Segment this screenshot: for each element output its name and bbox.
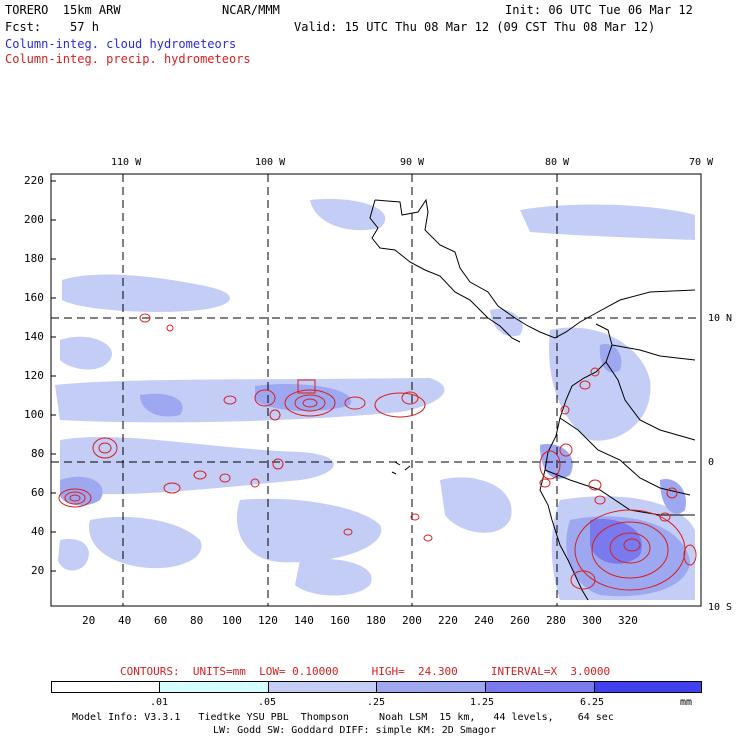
colorbar-bin <box>485 681 595 693</box>
valid-time: Valid: 15 UTC Thu 08 Mar 12 (09 CST Thu … <box>294 20 656 34</box>
lon-label: 110 W <box>111 157 142 168</box>
coastlines <box>369 198 696 601</box>
x-tick: 140 <box>294 614 314 627</box>
y-tick: 200 <box>24 213 44 226</box>
precip-contours <box>58 313 697 591</box>
colorbar-label: .25 <box>367 697 386 708</box>
lon-label: 100 W <box>255 157 286 168</box>
model-title: TORERO 15km ARW <box>5 3 121 17</box>
x-tick: 100 <box>222 614 242 627</box>
y-tick: 40 <box>31 525 45 538</box>
colorbar-units: mm <box>680 697 693 708</box>
y-tick: 60 <box>31 486 45 499</box>
y-tick: 160 <box>24 291 44 304</box>
lon-label: 90 W <box>400 157 425 168</box>
init-time: Init: 06 UTC Tue 06 Mar 12 <box>505 3 693 17</box>
colorbar-label: 1.25 <box>470 697 495 708</box>
lon-label: 80 W <box>545 157 570 168</box>
colorbar-bin <box>159 681 269 693</box>
y-tick: 120 <box>24 369 44 382</box>
x-tick: 200 <box>402 614 422 627</box>
y-tick: 220 <box>24 174 44 187</box>
x-tick: 320 <box>618 614 638 627</box>
x-tick: 60 <box>154 614 168 627</box>
y-tick: 20 <box>31 564 45 577</box>
lat-label: 10 N <box>708 313 733 324</box>
colorbar-bin <box>594 681 702 693</box>
colorbar-label: .01 <box>150 697 169 708</box>
x-tick: 280 <box>546 614 566 627</box>
model-info-physics: LW: Godd SW: Goddard DIFF: simple KM: 2D… <box>213 725 496 736</box>
contour-info: CONTOURS: UNITS=mm LOW= 0.10000 HIGH= 24… <box>120 665 611 678</box>
org-label: NCAR/MMM <box>222 3 280 17</box>
x-tick: 120 <box>258 614 278 627</box>
y-tick: 80 <box>31 447 45 460</box>
colorbar-label: .05 <box>258 697 277 708</box>
x-tick: 40 <box>118 614 132 627</box>
cloud-field <box>55 199 695 600</box>
field-precip-label: Column-integ. precip. hydrometeors <box>5 52 251 66</box>
colorbar-label: 6.25 <box>580 697 605 708</box>
y-tick: 180 <box>24 252 44 265</box>
x-tick: 180 <box>366 614 386 627</box>
x-tick: 160 <box>330 614 350 627</box>
x-tick: 220 <box>438 614 458 627</box>
colorbar-bin <box>268 681 377 693</box>
colorbar-bin <box>51 681 160 693</box>
y-tick: 140 <box>24 330 44 343</box>
map-frame <box>50 173 702 607</box>
y-axis-ticks <box>51 180 56 572</box>
colorbar-bin <box>376 681 486 693</box>
lon-label: 70 W <box>689 157 714 168</box>
field-cloud-label: Column-integ. cloud hydrometeors <box>5 37 237 51</box>
x-tick: 260 <box>510 614 530 627</box>
y-tick: 100 <box>24 408 44 421</box>
forecast-hour: Fcst: 57 h <box>5 20 99 34</box>
x-tick: 80 <box>190 614 204 627</box>
lat-label: 10 S <box>708 602 733 613</box>
x-tick: 300 <box>582 614 602 627</box>
lat-label: 0 <box>708 457 715 468</box>
model-info: Model Info: V3.3.1 Tiedtke YSU PBL Thomp… <box>72 712 614 723</box>
x-tick: 240 <box>474 614 494 627</box>
x-tick: 20 <box>82 614 96 627</box>
